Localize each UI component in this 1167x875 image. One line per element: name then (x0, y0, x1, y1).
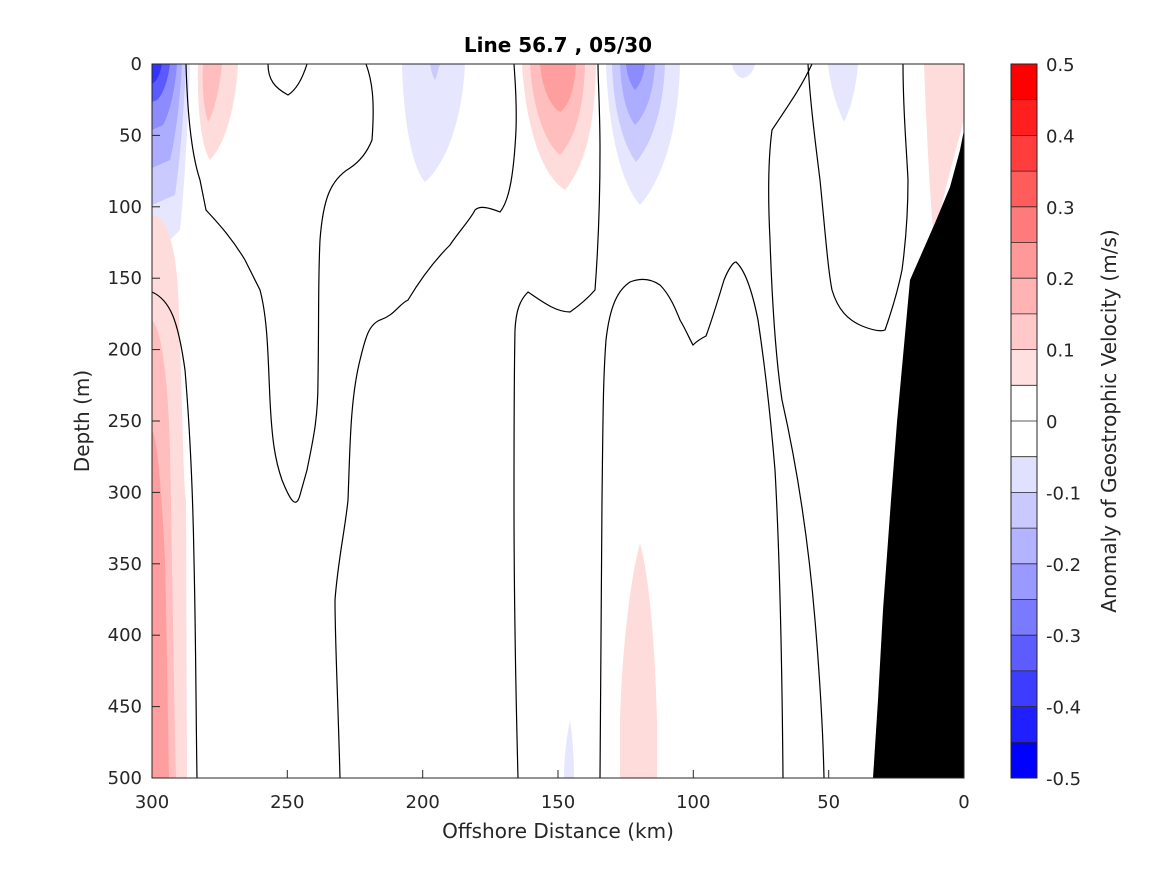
colorbar: 0.5 0.4 0.3 0.2 0.1 0 -0.1 -0.2 -0.3 -0.… (1010, 55, 1121, 790)
colorbar-band (1011, 563, 1037, 600)
pos-region-deep-120km (620, 543, 657, 778)
colorbar-band (1011, 421, 1037, 457)
colorbar-tick-label: 0 (1046, 412, 1057, 433)
colorbar-tick-label: 0.1 (1046, 341, 1075, 362)
colorbar-tick-label: -0.1 (1046, 483, 1081, 504)
colorbar-tick-label: -0.5 (1046, 769, 1081, 790)
pos-region-275km-core (202, 64, 222, 122)
colorbar-band (1011, 492, 1037, 529)
colorbar-tick-label: -0.4 (1046, 698, 1081, 719)
x-tick-label: 250 (270, 792, 304, 813)
y-tick-label: 300 (108, 482, 142, 503)
colorbar-tick-label: 0.5 (1046, 55, 1075, 76)
colorbar-tick-label: 0.2 (1046, 269, 1075, 290)
neg-region-60km (732, 64, 755, 78)
colorbar-band (1011, 64, 1037, 100)
y-tick-label: 250 (108, 411, 142, 432)
x-tick-label: 0 (958, 792, 969, 813)
contour-line-4 (334, 64, 517, 778)
contour-line-2 (152, 291, 198, 778)
pos-region-150km-3 (540, 64, 576, 112)
y-tick-label: 0 (131, 54, 142, 75)
colorbar-band (1011, 635, 1037, 671)
x-tick-label: 300 (135, 792, 169, 813)
colorbar-band (1011, 171, 1037, 207)
colorbar-band (1011, 385, 1037, 421)
contour-line-8 (807, 64, 909, 332)
colorbar-band (1011, 456, 1037, 493)
y-tick-label: 200 (108, 340, 142, 361)
y-tick-label: 100 (108, 197, 142, 218)
pos-region-coast (924, 64, 964, 240)
neg-region-45km (828, 64, 858, 122)
colorbar-tick-label: -0.3 (1046, 626, 1081, 647)
x-tick-label: 100 (676, 792, 710, 813)
neg-region-120km-4 (626, 64, 645, 90)
colorbar-band (1011, 349, 1037, 386)
zero-contours (152, 64, 909, 778)
anomaly-fills (152, 64, 964, 778)
y-tick-label: 50 (119, 125, 142, 146)
y-axis-title: Depth (m) (70, 370, 94, 472)
x-tick-label: 150 (541, 792, 575, 813)
neg-region-deep-148km (564, 720, 574, 778)
y-axis: 0 50 100 150 200 250 300 350 400 450 500 (108, 54, 160, 789)
seafloor (873, 130, 964, 778)
x-axis: 300 250 200 150 100 50 0 (135, 770, 970, 813)
pos-region-deep-offshore-3 (152, 430, 169, 778)
colorbar-band (1011, 242, 1037, 279)
y-tick-label: 450 (108, 697, 142, 718)
contour-line-1 (185, 64, 374, 503)
colorbar-band (1011, 670, 1037, 707)
colorbar-band (1011, 742, 1037, 778)
colorbar-band (1011, 599, 1037, 636)
neg-region-200km (402, 64, 465, 182)
colorbar-tick-label: 0.4 (1046, 126, 1075, 147)
neg-region-120km-3 (620, 64, 655, 125)
x-tick-label: 50 (817, 792, 840, 813)
colorbar-title: Anomaly of Geostrophic Velocity (m/s) (1097, 229, 1121, 612)
y-tick-label: 350 (108, 554, 142, 575)
colorbar-band (1011, 278, 1037, 314)
contour-line-5 (513, 64, 601, 778)
colorbar-frame (1010, 63, 1038, 779)
y-tick-label: 400 (108, 625, 142, 646)
colorbar-band (1011, 135, 1037, 172)
x-tick-label: 200 (406, 792, 440, 813)
colorbar-band (1011, 99, 1037, 136)
colorbar-tick-label: 0.3 (1046, 198, 1075, 219)
colorbar-band (1011, 206, 1037, 243)
colorbar-tick-label: -0.2 (1046, 555, 1081, 576)
contour-line-7 (768, 64, 825, 778)
colorbar-separators (1011, 99, 1037, 743)
x-axis-title: Offshore Distance (km) (442, 819, 674, 843)
neg-region-200km-core (430, 64, 440, 80)
y-tick-label: 500 (108, 768, 142, 789)
neg-region-offshore-6 (152, 64, 162, 84)
chart-title: Line 56.7 , 05/30 (464, 33, 652, 57)
colorbar-band (1011, 313, 1037, 350)
contour-line-3 (267, 64, 308, 96)
colorbar-band (1011, 528, 1037, 564)
y-tick-label: 150 (108, 268, 142, 289)
contour-line-6 (599, 261, 784, 778)
colorbar-band (1011, 706, 1037, 743)
